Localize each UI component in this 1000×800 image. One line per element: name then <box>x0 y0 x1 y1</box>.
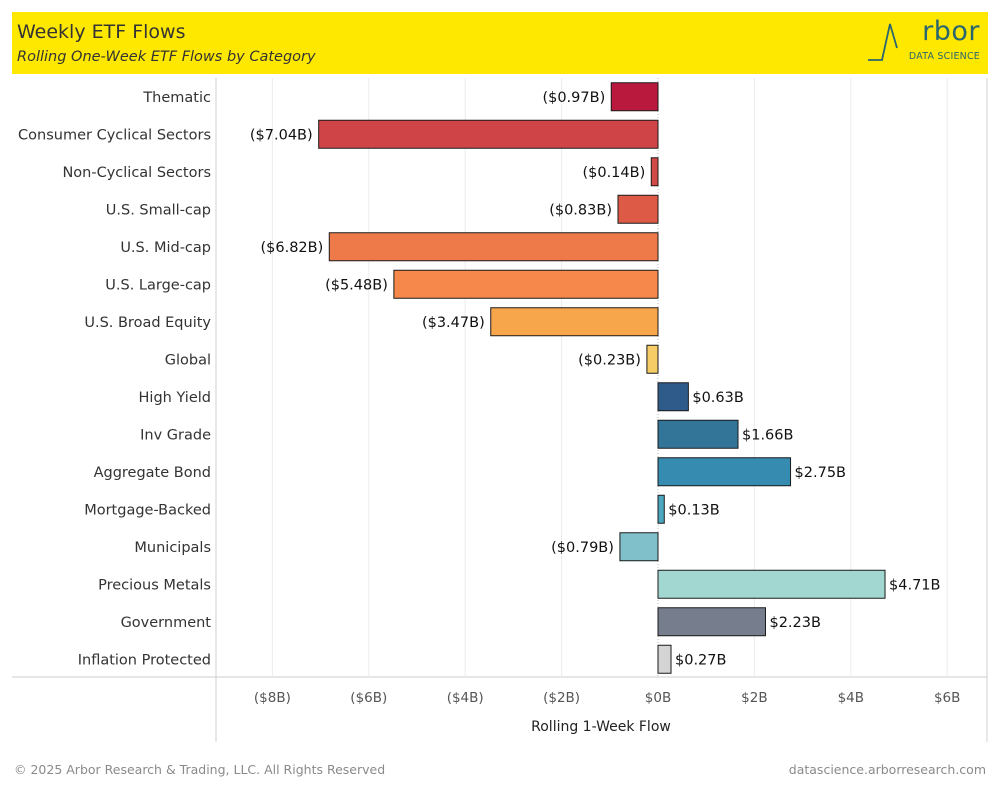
bar[interactable] <box>328 232 659 262</box>
category-label: Government <box>121 615 212 631</box>
page-subtitle: Rolling One-Week ETF Flows by Category <box>17 49 316 65</box>
category-label: Precious Metals <box>98 577 211 593</box>
bar[interactable] <box>650 157 659 187</box>
x-tick-label: ($2B) <box>543 690 580 706</box>
data-label: ($0.79B) <box>551 540 614 556</box>
x-axis-ticks: ($8B) ($6B) ($4B) ($2B) $0B $2B $4B $6B <box>254 690 961 706</box>
category-label: Inflation Protected <box>78 652 211 668</box>
bar[interactable] <box>318 119 659 149</box>
bar[interactable] <box>657 644 672 674</box>
data-label: ($0.97B) <box>542 90 605 106</box>
data-label: ($0.83B) <box>549 202 612 218</box>
x-tick-label: ($6B) <box>350 690 387 706</box>
category-label: Consumer Cyclical Sectors <box>18 127 211 143</box>
logo-wordmark: rbor <box>922 16 980 47</box>
bar[interactable] <box>490 307 659 337</box>
x-tick-label: $2B <box>741 690 767 706</box>
data-label: ($5.48B) <box>325 277 388 293</box>
data-label: $2.23B <box>769 615 820 631</box>
arbor-logo: rbor DATA SCIENCE <box>868 16 980 70</box>
category-label: Non-Cyclical Sectors <box>62 165 211 181</box>
bar[interactable] <box>657 607 766 637</box>
bar[interactable] <box>657 382 689 412</box>
x-tick-label: ($8B) <box>254 690 291 706</box>
x-tick-label: $4B <box>838 690 864 706</box>
data-label: ($6.82B) <box>260 240 323 256</box>
bar[interactable] <box>657 569 886 599</box>
category-label: Mortgage-Backed <box>84 502 211 518</box>
category-labels: Thematic Consumer Cyclical Sectors Non-Cyc… <box>18 90 211 669</box>
bar[interactable] <box>619 532 659 562</box>
x-tick-label: $0B <box>645 690 671 706</box>
logo-tagline: DATA SCIENCE <box>908 51 980 62</box>
bar[interactable] <box>657 419 739 449</box>
category-label: U.S. Mid-cap <box>120 240 211 256</box>
data-label: $1.66B <box>742 427 793 443</box>
data-label: ($7.04B) <box>250 127 313 143</box>
data-label: $0.27B <box>675 652 726 668</box>
category-label: U.S. Small-cap <box>106 202 211 218</box>
category-label: U.S. Broad Equity <box>84 315 211 331</box>
bar[interactable] <box>617 194 659 224</box>
category-label: Inv Grade <box>140 427 211 443</box>
category-label: High Yield <box>139 390 211 406</box>
website-link[interactable]: datascience.arborresearch.com <box>788 762 986 777</box>
data-labels: ($0.97B) ($7.04B) ($0.14B) ($0.83B) ($6.82B)… <box>250 90 941 669</box>
category-label: Municipals <box>134 540 211 556</box>
bar[interactable] <box>393 269 659 299</box>
data-label: $4.71B <box>889 577 940 593</box>
data-label: $0.63B <box>692 390 743 406</box>
data-label: ($0.14B) <box>582 165 645 181</box>
data-label: ($0.23B) <box>578 352 641 368</box>
x-axis-title: Rolling 1-Week Flow <box>531 719 671 735</box>
bar[interactable] <box>610 82 659 112</box>
copyright-text: © 2025 Arbor Research & Trading, LLC. Al… <box>14 762 386 777</box>
logo-peak-icon <box>868 23 898 61</box>
bar[interactable] <box>657 457 792 487</box>
data-label: $2.75B <box>795 465 846 481</box>
bar[interactable] <box>646 344 659 374</box>
page-title: Weekly ETF Flows <box>17 21 186 43</box>
x-tick-label: $6B <box>934 690 960 706</box>
chart-frame <box>12 78 988 742</box>
category-label: Aggregate Bond <box>94 465 211 481</box>
bar[interactable] <box>657 494 665 524</box>
data-label: ($3.47B) <box>422 315 485 331</box>
category-label: Global <box>165 352 211 368</box>
x-tick-label: ($4B) <box>447 690 484 706</box>
data-label: $0.13B <box>668 502 719 518</box>
header-banner: Weekly ETF Flows Rolling One-Week ETF Fl… <box>12 12 988 74</box>
bars <box>318 82 886 674</box>
category-label: U.S. Large-cap <box>105 277 211 293</box>
category-label: Thematic <box>142 90 211 106</box>
